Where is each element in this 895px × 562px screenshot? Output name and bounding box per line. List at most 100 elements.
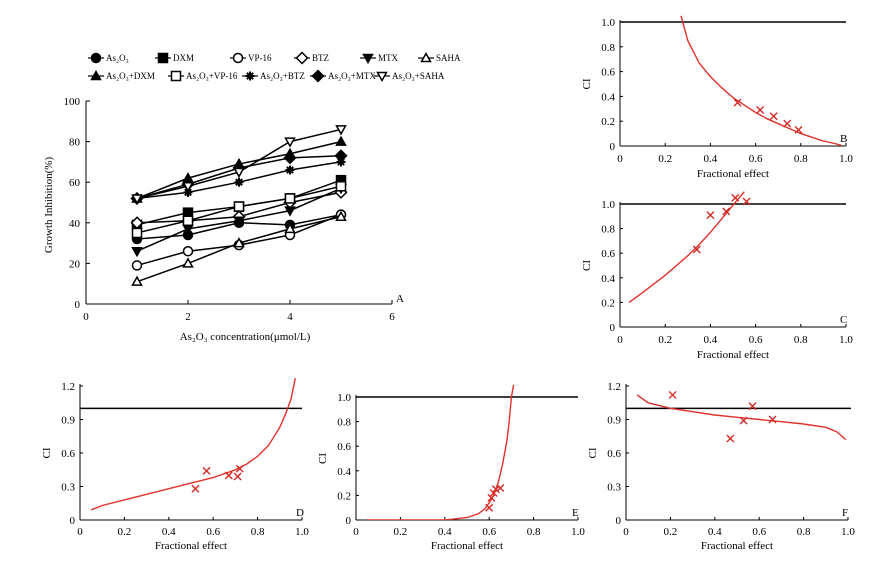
panel-d-data-point [235,464,244,473]
panel-b-ci-plot: 0 0.2 0.4 0.6 0.8 1.0 0 0.2 0.4 0.6 0.8 1.0 Fraction… [581,15,853,180]
legend-label: DXM [173,53,194,63]
panel-f-y-tick-label: 0.6 [607,448,621,460]
legend-label: As₂O₃+VP-16 [186,71,238,81]
panel-c-label: C [840,314,847,326]
panel-b-data-point [794,125,803,134]
panel-b-data-point [756,106,765,115]
panel-e-x-tick-label: 0.4 [438,526,452,538]
legend-marker [90,69,102,81]
legend-item: SAHA [418,51,461,63]
legend-marker [295,51,309,65]
panel-e-data-point [487,493,496,502]
panel-e-x-tick-label: 1.0 [571,526,585,538]
panel-e-x-tick-label: 0.8 [527,526,541,538]
panel-b-x-tick-label: 0.6 [749,153,763,165]
panel-e-fit-curve [367,384,515,520]
panel-d-x-label: Fractional effect [155,540,227,552]
legend-label: SAHA [436,53,461,63]
legend-label: VP-16 [248,53,272,63]
panel-a-y-tick-label: 0 [75,299,81,311]
panel-e-y-tick-label: 0.4 [337,466,351,478]
data-point [131,275,143,286]
panel-d-y-tick-label: 0 [70,515,76,527]
panel-c-x-tick-label: 1.0 [839,334,853,346]
panel-b-y-tick-label: 0.2 [601,116,615,128]
panel-c-data-point [692,245,701,254]
legend-label: MTX [378,53,399,63]
data-point [233,167,245,179]
legend-marker [245,71,255,81]
series-8 [131,181,347,239]
panel-d-x-tick-label: 0.8 [251,526,265,538]
legend-item: As₂O₃+DXM [88,69,155,81]
panel-f-y-tick-label: 0.9 [607,415,621,427]
data-point [334,149,348,163]
panel-c-y-tick-label: 0.8 [601,224,615,236]
panel-e-label: E [572,507,579,519]
panel-b-label: B [840,133,847,145]
panel-b-x-tick-label: 0.4 [704,153,718,165]
panel-d-label: D [296,507,304,519]
panel-a-x-label: As₂O₃ concentration(μmol/L) [180,331,311,343]
panel-e-data-point [489,488,498,497]
panel-e-x-tick-label: 0 [353,526,359,538]
panel-d-y-tick-label: 0.3 [61,482,75,494]
panel-e-y-tick-label: 0.6 [337,441,351,453]
legend-item: As₂O₃ [88,52,129,64]
legend-marker [232,52,244,64]
panel-f-x-tick-label: 0.4 [708,526,722,538]
legend-label: As₂O₃+DXM [106,71,155,81]
panel-c-ci-plot: 0 0.2 0.4 0.6 0.8 1.0 0 0.2 0.4 0.6 0.8 1.0 Fraction… [581,191,853,361]
panel-b-x-tick-label: 0.8 [794,153,808,165]
panel-f-x-tick-label: 0.6 [752,526,766,538]
data-point [131,246,143,258]
panel-b-y-tick-label: 0.6 [601,67,615,79]
legend-item: As₂O₃+MTX [310,69,376,83]
data-point [182,215,194,227]
panel-c-x-label: Fractional effect [697,349,769,361]
panel-c-data-point [706,211,715,220]
panel-d-y-label: CI [41,447,53,458]
panel-d-data-point [191,484,200,493]
panel-a-y-tick-label: 80 [69,137,81,149]
legend-marker [170,70,182,82]
data-point [131,194,143,205]
panel-a-y-label: Growth Inhibition(%) [43,157,55,254]
panel-e-data-point [496,484,505,493]
panel-b-x-tick-label: 1.0 [839,153,853,165]
panel-a-label: A [396,293,404,305]
legend-item: DXM [155,52,194,64]
legend-label: As₂O₃+BTZ [260,71,305,81]
panel-e-y-tick-label: 0.2 [337,490,351,502]
panel-c-data-point [742,197,751,206]
panel-b-y-tick-label: 0.8 [601,42,615,54]
panel-f-x-tick-label: 0 [623,526,629,538]
data-point [131,227,143,239]
panel-b-y-tick-label: 1.0 [601,17,615,29]
data-point [182,182,194,193]
panel-c-y-label: CI [581,260,593,271]
panel-a-x-tick-label: 6 [389,311,395,323]
panel-f-y-tick-label: 0.3 [607,482,621,494]
panel-f-x-tick-label: 1.0 [841,526,855,538]
panel-b-x-tick-label: 0 [617,153,623,165]
panel-b-y-tick-label: 0 [610,141,616,153]
legend-label: As₂O₃ [106,53,129,63]
panel-e-ci-plot: 0 0.2 0.4 0.6 0.8 1.0 0 0.2 0.4 0.6 0.8 1.0 Fraction… [317,384,585,552]
panel-c-fit-curve [628,191,745,303]
data-point [284,137,296,148]
data-point [283,151,297,165]
panel-d-y-tick-label: 1.2 [61,381,75,393]
panel-f-ci-plot: 0 0.3 0.6 0.9 1.2 0 0.2 0.4 0.6 0.8 1.0 Fractional … [587,381,855,552]
panel-d-x-tick-label: 0.6 [206,526,220,538]
panel-a-x-tick-label: 4 [287,311,293,323]
panel-f-x-tick-label: 0.8 [797,526,811,538]
series-6 [131,210,347,286]
data-point [233,216,245,227]
legend-marker [311,69,325,83]
panel-f-fit-curve [636,394,847,441]
panel-e-y-tick-label: 1.0 [337,392,351,404]
panel-c-data-point [722,207,731,216]
panel-d-ci-plot: 0 0.3 0.6 0.9 1.2 0 0.2 0.4 0.6 0.8 1.0 Fractional … [41,378,309,552]
panel-c-x-tick-label: 0.4 [704,334,718,346]
